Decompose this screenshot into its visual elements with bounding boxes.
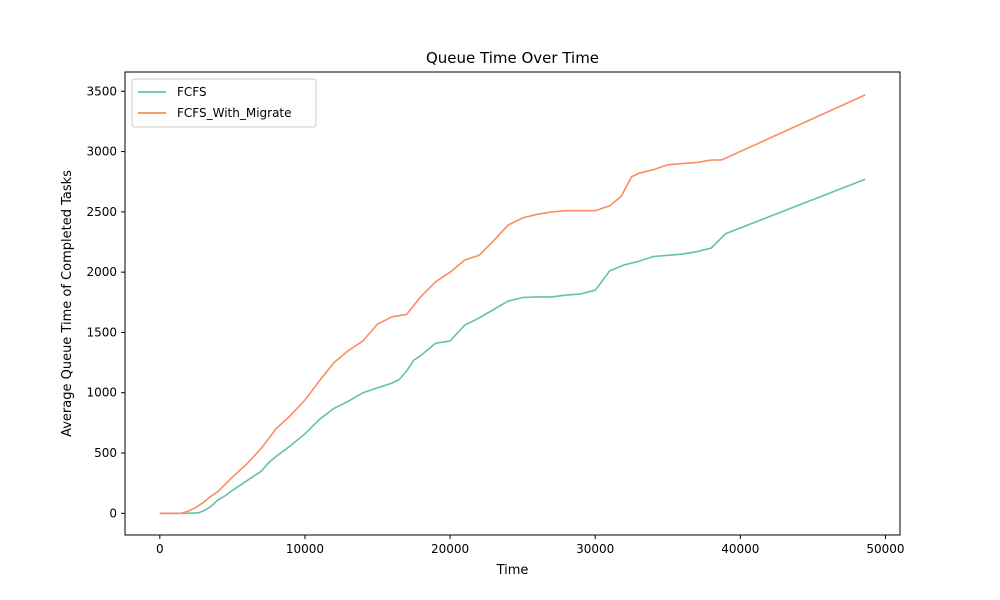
y-tick-label: 2500 xyxy=(86,205,117,219)
plot-area xyxy=(124,71,901,536)
y-tick-label: 1000 xyxy=(86,386,117,400)
y-tick-label: 1500 xyxy=(86,325,117,339)
y-tick-label: 3000 xyxy=(86,145,117,159)
y-axis-ticks: 0 500 1000 1500 2000 2500 3000 3500 xyxy=(86,84,125,520)
x-tick-label: 0 xyxy=(156,542,164,556)
y-tick-label: 0 xyxy=(109,506,117,520)
y-tick-label: 3500 xyxy=(86,84,117,98)
series-layer xyxy=(159,94,866,515)
x-tick-label: 20000 xyxy=(431,542,469,556)
legend-box xyxy=(131,78,317,128)
x-tick-label: 40000 xyxy=(721,542,759,556)
chart-title: Queue Time Over Time xyxy=(426,49,599,67)
legend-label-2: FCFS_With_Migrate xyxy=(177,106,292,120)
y-tick-label: 500 xyxy=(94,446,117,460)
series-line-2 xyxy=(159,94,866,515)
legend: FCFS FCFS_With_Migrate xyxy=(131,78,317,128)
y-axis-label: Average Queue Time of Completed Tasks xyxy=(60,170,75,437)
x-tick-label: 30000 xyxy=(576,542,614,556)
y-tick-label: 2000 xyxy=(86,265,117,279)
series-line-1 xyxy=(159,178,866,515)
legend-label-1: FCFS xyxy=(177,85,207,99)
x-axis-ticks: 0 10000 20000 30000 40000 50000 xyxy=(156,535,905,556)
x-tick-label: 10000 xyxy=(286,542,324,556)
plot-frame xyxy=(124,71,901,536)
x-axis-label: Time xyxy=(496,563,529,578)
x-tick-label: 50000 xyxy=(866,542,904,556)
